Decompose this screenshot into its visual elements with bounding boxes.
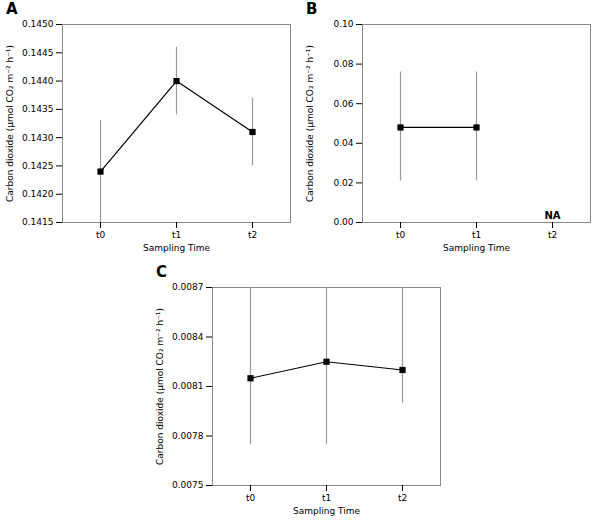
svg-text:0.06: 0.06 xyxy=(333,99,353,109)
svg-text:t2: t2 xyxy=(248,230,257,240)
svg-text:0.04: 0.04 xyxy=(333,138,353,148)
svg-text:0.0087: 0.0087 xyxy=(172,282,204,292)
svg-text:0.1415: 0.1415 xyxy=(22,217,54,227)
svg-text:0.0078: 0.0078 xyxy=(172,431,204,441)
svg-text:0.08: 0.08 xyxy=(333,59,353,69)
svg-text:t0: t0 xyxy=(246,493,256,503)
svg-text:0.1420: 0.1420 xyxy=(22,189,54,199)
svg-text:t0: t0 xyxy=(396,230,406,240)
html-text:A: A xyxy=(6,0,18,18)
svg-text:0.1440: 0.1440 xyxy=(22,76,54,86)
svg-text:t1: t1 xyxy=(472,230,481,240)
svg-text:0.1445: 0.1445 xyxy=(22,48,54,58)
html-text:C: C xyxy=(156,263,167,281)
svg-text:0.1430: 0.1430 xyxy=(22,133,54,143)
svg-text:0.1425: 0.1425 xyxy=(22,161,54,171)
svg-text:t1: t1 xyxy=(322,493,331,503)
svg-text:t1: t1 xyxy=(172,230,181,240)
svg-text:Sampling Time: Sampling Time xyxy=(443,243,510,253)
svg-text:Sampling Time: Sampling Time xyxy=(293,506,360,516)
svg-text:0.0084: 0.0084 xyxy=(172,332,204,342)
svg-text:t0: t0 xyxy=(96,230,106,240)
svg-text:0.1435: 0.1435 xyxy=(22,104,54,114)
svg-text:Carbon dioxide (μmol CO₂ m⁻² h: Carbon dioxide (μmol CO₂ m⁻² h⁻¹) xyxy=(155,308,165,465)
svg-text:Sampling Time: Sampling Time xyxy=(143,243,210,253)
svg-text:Carbon dioxide (μmol CO₂ m⁻² h: Carbon dioxide (μmol CO₂ m⁻² h⁻¹) xyxy=(305,45,315,202)
svg-text:t2: t2 xyxy=(398,493,407,503)
svg-text:0.1450: 0.1450 xyxy=(22,19,54,29)
html-text:B: B xyxy=(306,0,318,18)
svg-text:0.02: 0.02 xyxy=(333,178,353,188)
svg-text:0.10: 0.10 xyxy=(333,19,353,29)
svg-text:0.00: 0.00 xyxy=(333,217,353,227)
svg-text:NA: NA xyxy=(544,210,560,221)
svg-text:0.0081: 0.0081 xyxy=(172,381,204,391)
svg-text:Carbon dioxide (μmol CO₂ m⁻² h: Carbon dioxide (μmol CO₂ m⁻² h⁻¹) xyxy=(5,45,15,202)
svg-text:0.0075: 0.0075 xyxy=(172,480,204,490)
svg-text:t2: t2 xyxy=(548,230,557,240)
